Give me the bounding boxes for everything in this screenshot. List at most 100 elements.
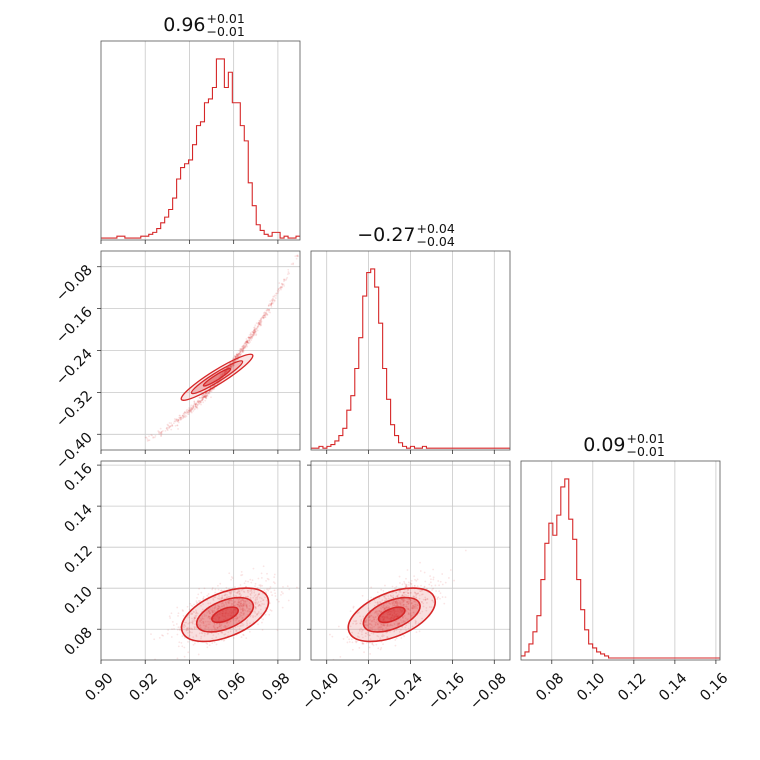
sample-point [288,588,291,591]
sample-point [167,427,170,430]
sample-point [270,302,273,305]
sample-point [239,351,242,354]
sample-point [168,426,171,428]
sample-point [186,628,189,630]
sample-point [245,343,248,346]
sample-point [400,621,403,624]
sample-point [273,299,275,302]
sample-point [177,421,180,424]
sample-point [367,607,370,610]
sample-point [203,615,206,618]
sample-point [395,604,398,607]
sample-point [257,611,260,613]
sample-point [224,626,227,628]
sample-point [212,388,214,391]
sample-point [199,620,201,623]
sample-point [237,598,240,601]
sample-point [245,343,248,346]
sample-point [231,577,234,580]
sample-point [417,592,420,595]
sample-point [241,351,244,354]
sample-point [421,610,424,613]
sample-point [248,630,251,633]
sample-point [419,612,422,615]
sample-point [367,599,369,601]
sample-point [374,611,377,613]
sample-point [244,344,247,347]
sample-point [404,593,406,596]
sample-point [181,414,184,417]
sample-point [253,334,255,337]
sample-point [206,611,208,614]
sample-point [203,587,206,590]
sample-point [415,605,418,608]
sample-point [368,634,371,637]
sample-point [195,402,198,405]
sample-point [240,599,243,602]
sample-point [369,634,371,637]
sample-point [176,633,179,636]
sample-point [181,645,184,648]
sample-point [354,640,357,643]
sample-point [169,617,172,619]
sample-point [395,591,398,594]
sample-point [223,621,226,624]
sample-point [144,436,147,439]
sample-point [235,629,238,632]
sample-point [218,607,221,609]
sample-point [370,614,372,617]
sample-point [250,588,253,591]
sample-point [374,611,377,613]
sample-point [407,602,410,605]
sample-point [242,349,245,352]
x-tick-label: 0.16 [697,670,731,704]
sample-point [204,395,207,398]
sample-point [191,619,194,622]
sample-point [246,339,249,342]
sample-point [365,632,368,635]
sample-point [160,435,162,437]
sample-point [252,331,255,334]
sample-point [431,589,433,591]
sample-point [224,370,227,372]
sample-point [404,626,407,629]
panel-title-minus: −0.04 [417,234,455,249]
sample-point [395,629,398,632]
sample-point [241,622,244,625]
sample-point [208,391,211,394]
sample-point [183,415,185,418]
sample-point [207,620,209,623]
sample-point [196,407,199,410]
sample-point [207,632,210,635]
sample-point [183,416,185,418]
sample-point [414,619,417,622]
sample-point [355,619,358,622]
sample-point [213,622,216,625]
sample-point [401,604,403,607]
sample-point [257,605,260,608]
sample-point [396,604,399,607]
sample-point [247,595,249,598]
sample-point [253,333,256,336]
sample-point [254,330,257,333]
sample-point [374,629,376,632]
sample-point [402,591,405,594]
sample-point [282,283,285,286]
sample-point [381,599,384,602]
sample-point [257,323,260,326]
hist-panel-2: −0.27 +0.04−0.04 [310,221,511,454]
sample-point [249,596,252,599]
sample-point [229,595,232,598]
sample-point [384,599,387,602]
sample-point [249,590,251,592]
sample-point [195,611,198,613]
sample-point [270,302,273,304]
sample-point [168,615,171,618]
sample-point [169,425,172,428]
sample-point [272,581,275,583]
sample-point [252,333,254,336]
sample-point [368,616,371,619]
sample-point [260,320,263,323]
sample-point [227,599,230,602]
sample-point [199,619,201,622]
